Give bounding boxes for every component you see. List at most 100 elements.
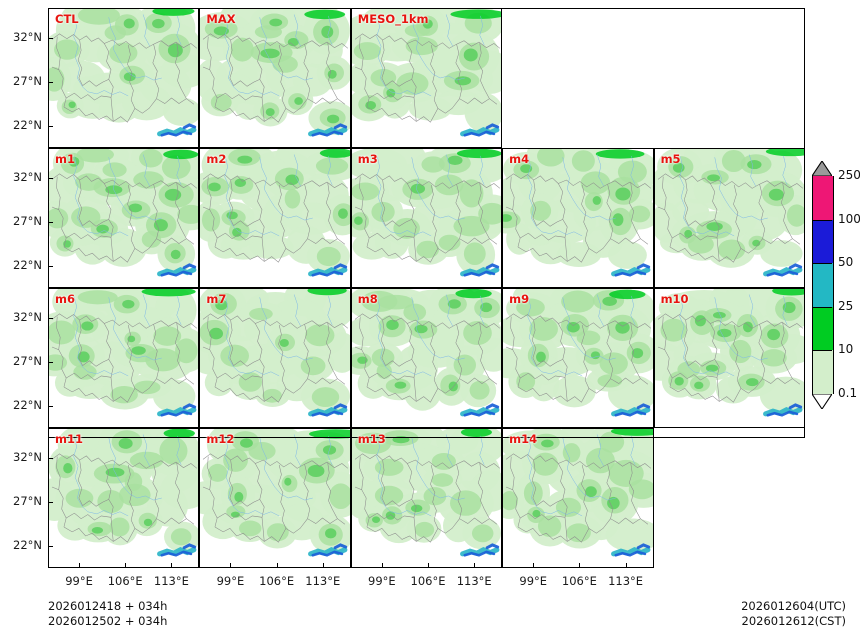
colorbar-tick xyxy=(812,219,832,221)
lon-tick-label: 106°E xyxy=(410,574,446,588)
panel-label: m13 xyxy=(357,432,386,446)
panel-label: m8 xyxy=(357,292,378,306)
panel-label: m7 xyxy=(206,292,227,306)
footer-right: 2026012604(UTC) 2026012612(CST) xyxy=(741,599,846,629)
lat-tick-mark xyxy=(48,221,53,223)
map-panel-m12[interactable]: m12 xyxy=(199,428,351,568)
lat-tick-mark xyxy=(48,126,53,128)
lon-tick-mark xyxy=(428,563,429,568)
map-panel-m11[interactable]: m11 xyxy=(48,428,200,568)
panel-row: CTL MAX MESO_1km xyxy=(48,8,805,148)
colorbar: 250 100 50 25 10 0.1 xyxy=(810,160,860,410)
lat-tick-mark xyxy=(48,361,53,363)
footer-left: 2026012418 + 034h 2026012502 + 034h xyxy=(48,599,167,629)
footer-left-line1: 2026012418 + 034h xyxy=(48,599,168,613)
panel-label: m6 xyxy=(55,292,75,306)
colorbar-label: 50 xyxy=(838,255,854,270)
panel-row: m1 m2 m3 m4 m5 xyxy=(48,148,805,288)
panel-label: m14 xyxy=(509,432,538,446)
map-panel-m9[interactable]: m9 xyxy=(502,288,654,428)
lon-tick-label: 113°E xyxy=(456,574,492,588)
lon-tick-mark xyxy=(381,563,383,568)
lon-tick-mark xyxy=(79,563,81,568)
lat-tick-mark xyxy=(48,266,53,268)
lon-tick-mark xyxy=(474,563,476,568)
panel-label: m1 xyxy=(55,152,75,166)
colorbar-segment xyxy=(812,219,834,264)
lat-tick-label: 27°N xyxy=(13,73,42,88)
map-panel-meso_1km[interactable]: MESO_1km xyxy=(350,8,503,148)
lat-tick-mark xyxy=(48,546,53,548)
colorbar-label: 25 xyxy=(838,298,854,313)
map-panel-m6[interactable]: m6 xyxy=(48,288,200,428)
lon-tick-label: 99°E xyxy=(65,574,93,588)
panel-empty xyxy=(653,8,805,148)
colorbar-over-arrow xyxy=(810,160,834,177)
lon-tick-label: 106°E xyxy=(259,574,295,588)
lat-tick-mark xyxy=(48,38,53,40)
lon-tick-label: 99°E xyxy=(368,574,396,588)
map-panel-m14[interactable]: m14 xyxy=(502,428,654,568)
lon-tick-label: 113°E xyxy=(305,574,341,588)
map-panel-m10[interactable]: m10 xyxy=(653,288,805,428)
panel-label: MESO_1km xyxy=(357,12,429,26)
map-panel-m4[interactable]: m4 xyxy=(502,148,654,288)
colorbar-label: 10 xyxy=(838,342,854,357)
colorbar-segment xyxy=(812,176,834,220)
lat-tick-label: 22°N xyxy=(13,258,42,273)
lon-tick-label: 113°E xyxy=(608,574,644,588)
map-panel-m7[interactable]: m7 xyxy=(199,288,351,428)
panel-empty xyxy=(502,8,654,148)
map-panel-m8[interactable]: m8 xyxy=(350,288,503,428)
lat-tick-label: 22°N xyxy=(13,398,42,413)
panel-label: m3 xyxy=(357,152,378,166)
lon-tick-mark xyxy=(533,563,535,568)
lon-tick-mark xyxy=(625,563,627,568)
lat-tick-label: 32°N xyxy=(13,450,42,465)
map-panel-m13[interactable]: m13 xyxy=(350,428,503,568)
panel-label: m5 xyxy=(660,152,681,166)
lat-tick-mark xyxy=(48,178,53,180)
map-panel-ctl[interactable]: CTL xyxy=(48,8,200,148)
lat-tick-mark xyxy=(48,501,53,503)
lat-tick-label: 27°N xyxy=(13,493,42,508)
panel-label: MAX xyxy=(206,12,236,26)
map-panel-m3[interactable]: m3 xyxy=(350,148,503,288)
lat-tick-label: 27°N xyxy=(13,353,42,368)
lat-tick-label: 22°N xyxy=(13,538,42,553)
colorbar-tick xyxy=(812,350,832,352)
colorbar-under-arrow xyxy=(810,393,834,410)
panel-grid: CTL MAX MESO_1km m1 m2 m3 m4 m5 m6 m7 m8 m9 m10 m11 m1… xyxy=(48,8,805,568)
panel-label: m10 xyxy=(660,292,689,306)
map-panel-m5[interactable]: m5 xyxy=(653,148,805,288)
map-panel-max[interactable]: MAX xyxy=(199,8,351,148)
panel-row: m11 m12 m13 m14 xyxy=(48,428,805,568)
lat-tick-label: 22°N xyxy=(13,118,42,133)
panel-label: m4 xyxy=(509,152,530,166)
lat-tick-label: 32°N xyxy=(13,170,42,185)
lat-tick-label: 32°N xyxy=(13,30,42,45)
panel-label: CTL xyxy=(55,12,79,26)
colorbar-label: 100 xyxy=(838,211,860,226)
lon-tick-label: 113°E xyxy=(153,574,189,588)
colorbar-label: 0.1 xyxy=(838,386,858,400)
lon-tick-label: 106°E xyxy=(107,574,143,588)
colorbar-segment xyxy=(812,350,834,394)
lon-tick-mark xyxy=(322,563,324,568)
lon-tick-mark xyxy=(579,563,581,568)
colorbar-segment xyxy=(812,306,834,351)
panel-label: m12 xyxy=(206,432,235,446)
colorbar-segment xyxy=(812,263,834,307)
map-panel-m1[interactable]: m1 xyxy=(48,148,200,288)
lon-tick-label: 106°E xyxy=(561,574,597,588)
lat-tick-mark xyxy=(48,458,53,460)
panel-label: m11 xyxy=(55,432,83,446)
footer-right-line2: 2026012612(CST) xyxy=(741,614,847,628)
colorbar-tick xyxy=(812,263,832,265)
map-panel-m2[interactable]: m2 xyxy=(199,148,351,288)
panel-label: m9 xyxy=(509,292,530,306)
lat-tick-mark xyxy=(48,406,53,408)
footer-left-line2: 2026012502 + 034h xyxy=(48,614,168,628)
lon-tick-mark xyxy=(171,563,173,568)
